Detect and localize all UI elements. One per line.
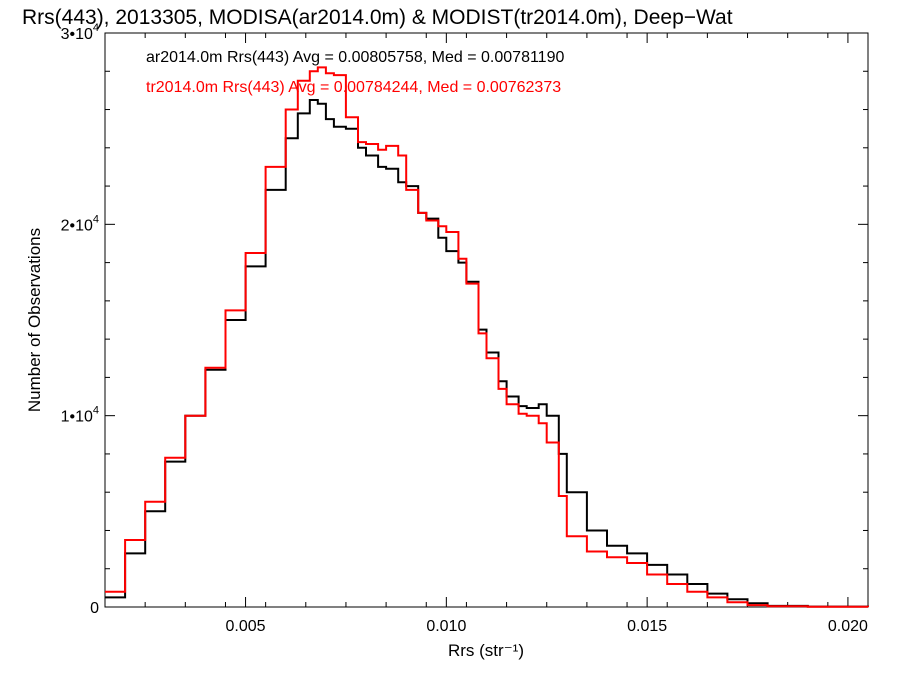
y-tick-label: 0 [90, 600, 99, 617]
x-axis-ticks: 0.005 0.010 0.015 0.020 [104, 33, 869, 635]
y-axis-ticks: 0 1•104 2•104 3•104 [61, 22, 868, 617]
legend-entry-tr2014: tr2014.0m Rrs(443) Avg = 0.00784244, Med… [146, 79, 561, 96]
chart-title: Rrs(443), 2013305, MODISA(ar2014.0m) & M… [22, 6, 733, 29]
x-tick-label: 0.010 [426, 618, 466, 635]
y-tick-label: 3•104 [61, 22, 99, 43]
series-line-ar2014.0m [105, 99, 869, 608]
x-tick-label: 0.015 [627, 618, 667, 635]
y-tick-label: 1•104 [61, 405, 99, 426]
plot-frame [104, 32, 869, 608]
x-tick-label: 0.005 [226, 618, 266, 635]
x-tick-label: 0.020 [828, 618, 868, 635]
y-tick-label: 2•104 [61, 213, 99, 234]
y-axis-label: Number of Observations [25, 228, 44, 412]
series-layer [105, 66, 869, 608]
plot-area: 0.005 0.010 0.015 0.020 0 1•104 2•104 3•104 [61, 22, 869, 635]
legend-entry-ar2014: ar2014.0m Rrs(443) Avg = 0.00805758, Med… [146, 49, 564, 66]
x-axis-label: Rrs (str⁻¹) [448, 641, 524, 660]
series-line-tr2014.0m [105, 66, 869, 608]
